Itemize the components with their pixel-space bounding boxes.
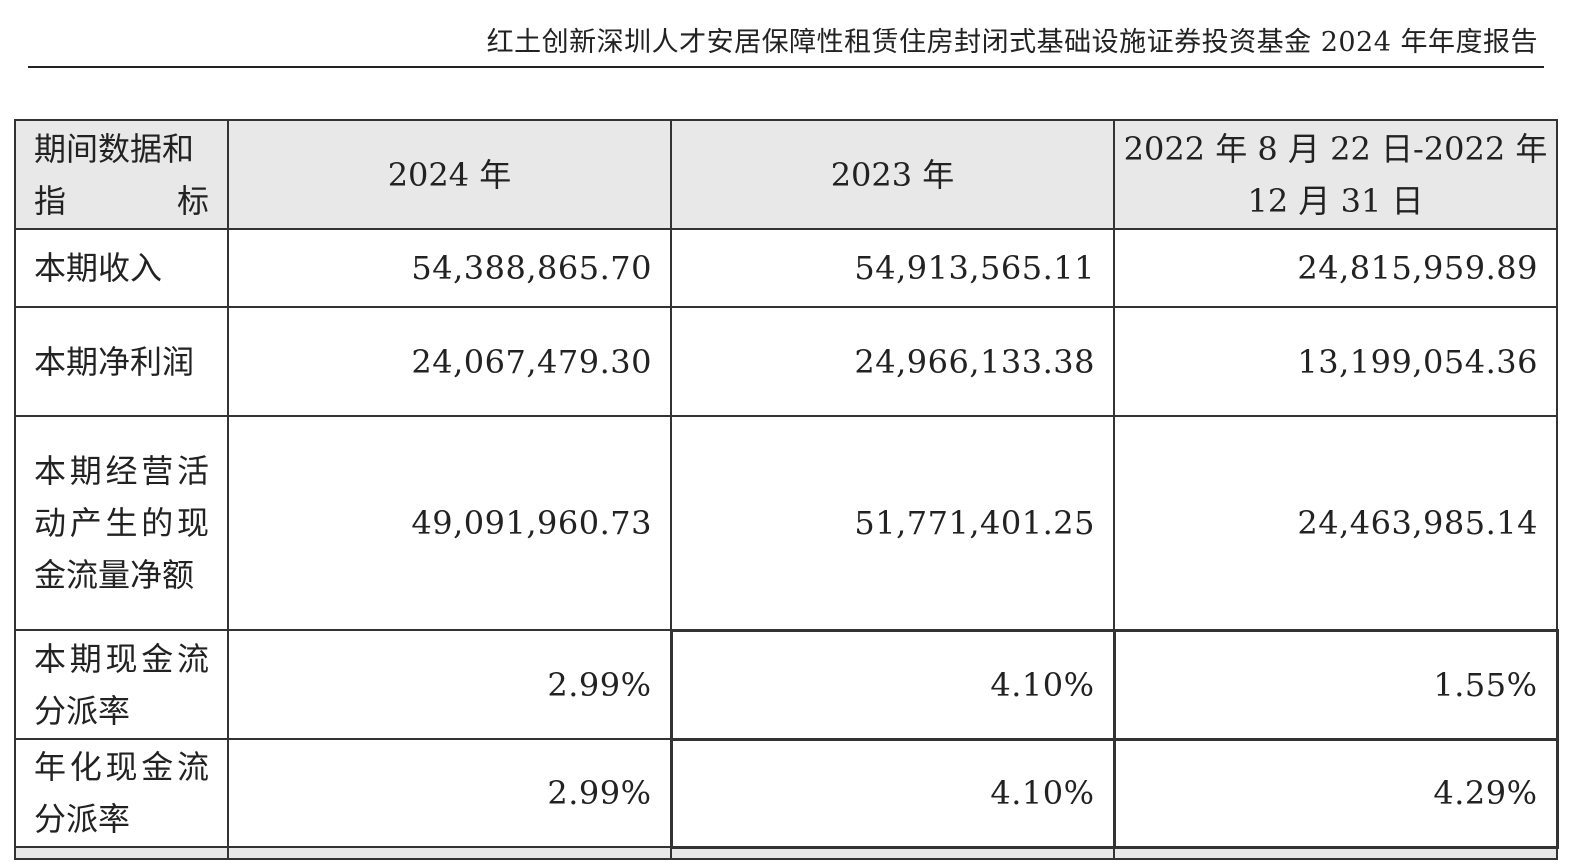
row-label-net-profit: 本期净利润 (14, 306, 229, 417)
table-row: 本期经营活动产生的现金流量净额 49,091,960.73 51,771,401… (14, 415, 1558, 631)
column-header-2022: 2022 年 8 月 22 日-2022 年 12 月 31 日 (1113, 119, 1558, 230)
cell-distribution-rate-2023: 4.10% (669, 628, 1116, 741)
table-row: 本期现金流分派率 2.99% 4.10% 1.55% (14, 628, 1559, 741)
table-row-cut-off (14, 846, 1558, 860)
cell-operating-cash-flow-2022: 24,463,985.14 (1113, 415, 1558, 631)
cell-distribution-rate-2024: 2.99% (227, 629, 672, 740)
cell-operating-cash-flow-2023: 51,771,401.25 (670, 415, 1115, 631)
financial-indicators-table: 期间数据和指标 2024 年 2023 年 2022 年 8 月 22 日-20… (14, 119, 1559, 860)
table-header-row: 期间数据和指标 2024 年 2023 年 2022 年 8 月 22 日-20… (14, 119, 1558, 230)
column-header-indicator: 期间数据和指标 (14, 119, 229, 230)
row-label-revenue: 本期收入 (14, 228, 229, 308)
table-row: 本期净利润 24,067,479.30 24,966,133.38 13,199… (14, 306, 1558, 417)
column-header-2024: 2024 年 (227, 119, 672, 230)
cell-operating-cash-flow-2024: 49,091,960.73 (227, 415, 672, 631)
table-row: 本期收入 54,388,865.70 54,913,565.11 24,815,… (14, 228, 1558, 308)
report-title: 红土创新深圳人才安居保障性租赁住房封闭式基础设施证券投资基金 2024 年年度报… (486, 27, 1538, 58)
running-header: 红土创新深圳人才安居保障性租赁住房封闭式基础设施证券投资基金 2024 年年度报… (28, 0, 1544, 68)
cell-annualized-distribution-rate-2024: 2.99% (227, 738, 672, 848)
cut-cell (1113, 846, 1558, 860)
cell-distribution-rate-2022: 1.55% (1112, 628, 1559, 741)
cell-revenue-2022: 24,815,959.89 (1113, 228, 1558, 308)
cell-revenue-2023: 54,913,565.11 (670, 228, 1115, 308)
cell-net-profit-2022: 13,199,054.36 (1113, 306, 1558, 417)
cut-cell (670, 846, 1115, 860)
table-row: 年化现金流分派率 2.99% 4.10% 4.29% (14, 737, 1559, 849)
cell-revenue-2024: 54,388,865.70 (227, 228, 672, 308)
row-label-annualized-distribution-rate: 年化现金流分派率 (14, 738, 229, 848)
cut-cell (14, 846, 229, 860)
cell-net-profit-2024: 24,067,479.30 (227, 306, 672, 417)
cut-cell (227, 846, 672, 860)
row-label-distribution-rate: 本期现金流分派率 (14, 629, 229, 740)
cell-net-profit-2023: 24,966,133.38 (670, 306, 1115, 417)
cell-annualized-distribution-rate-2022: 4.29% (1112, 737, 1559, 849)
column-header-2023: 2023 年 (670, 119, 1115, 230)
cell-annualized-distribution-rate-2023: 4.10% (669, 737, 1116, 849)
row-label-operating-cash-flow: 本期经营活动产生的现金流量净额 (14, 415, 229, 631)
